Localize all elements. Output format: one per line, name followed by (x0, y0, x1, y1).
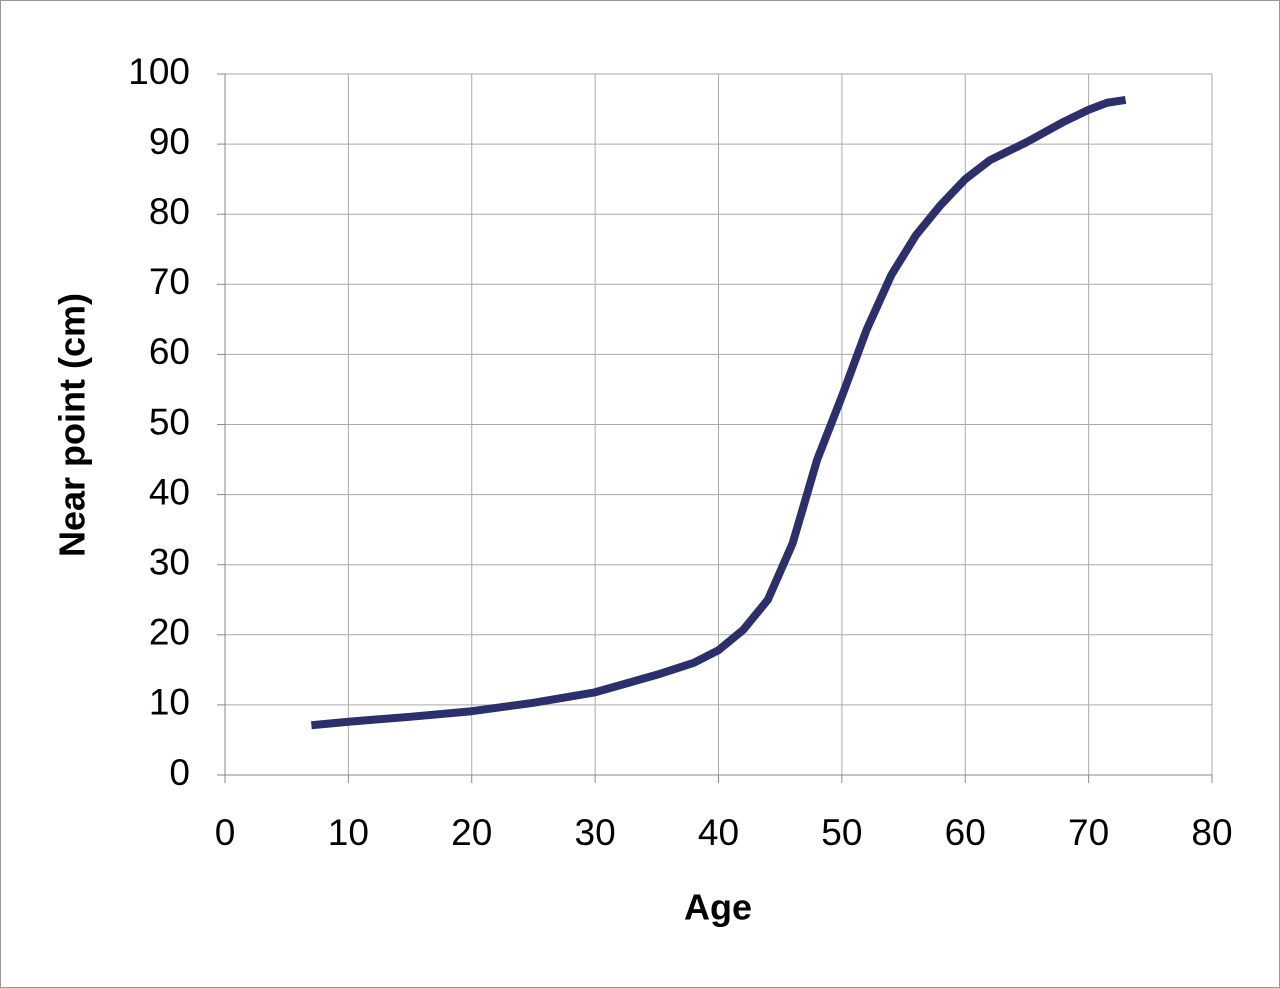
y-tick-label: 60 (149, 331, 190, 372)
x-tick-label: 0 (215, 812, 236, 853)
y-tick-label: 100 (128, 51, 190, 92)
y-tick-label: 90 (149, 121, 190, 162)
x-tick-label: 20 (451, 812, 492, 853)
x-tick-label: 10 (328, 812, 369, 853)
y-tick-label: 40 (149, 471, 190, 512)
x-tick-label: 50 (821, 812, 862, 853)
y-tick-label: 20 (149, 612, 190, 653)
y-tick-label: 0 (169, 752, 190, 793)
x-tick-label: 30 (575, 812, 616, 853)
y-tick-label: 10 (149, 682, 190, 723)
y-tick-label: 50 (149, 401, 190, 442)
x-tick-label: 70 (1068, 812, 1109, 853)
y-tick-label: 30 (149, 541, 190, 582)
y-tick-label: 80 (149, 191, 190, 232)
x-axis-label: Age (684, 887, 752, 928)
x-tick-label: 60 (945, 812, 986, 853)
y-tick-label: 70 (149, 261, 190, 302)
y-axis-label: Near point (cm) (52, 293, 93, 557)
x-tick-label: 40 (698, 812, 739, 853)
x-tick-label: 80 (1191, 812, 1232, 853)
data-line (310, 95, 1127, 730)
